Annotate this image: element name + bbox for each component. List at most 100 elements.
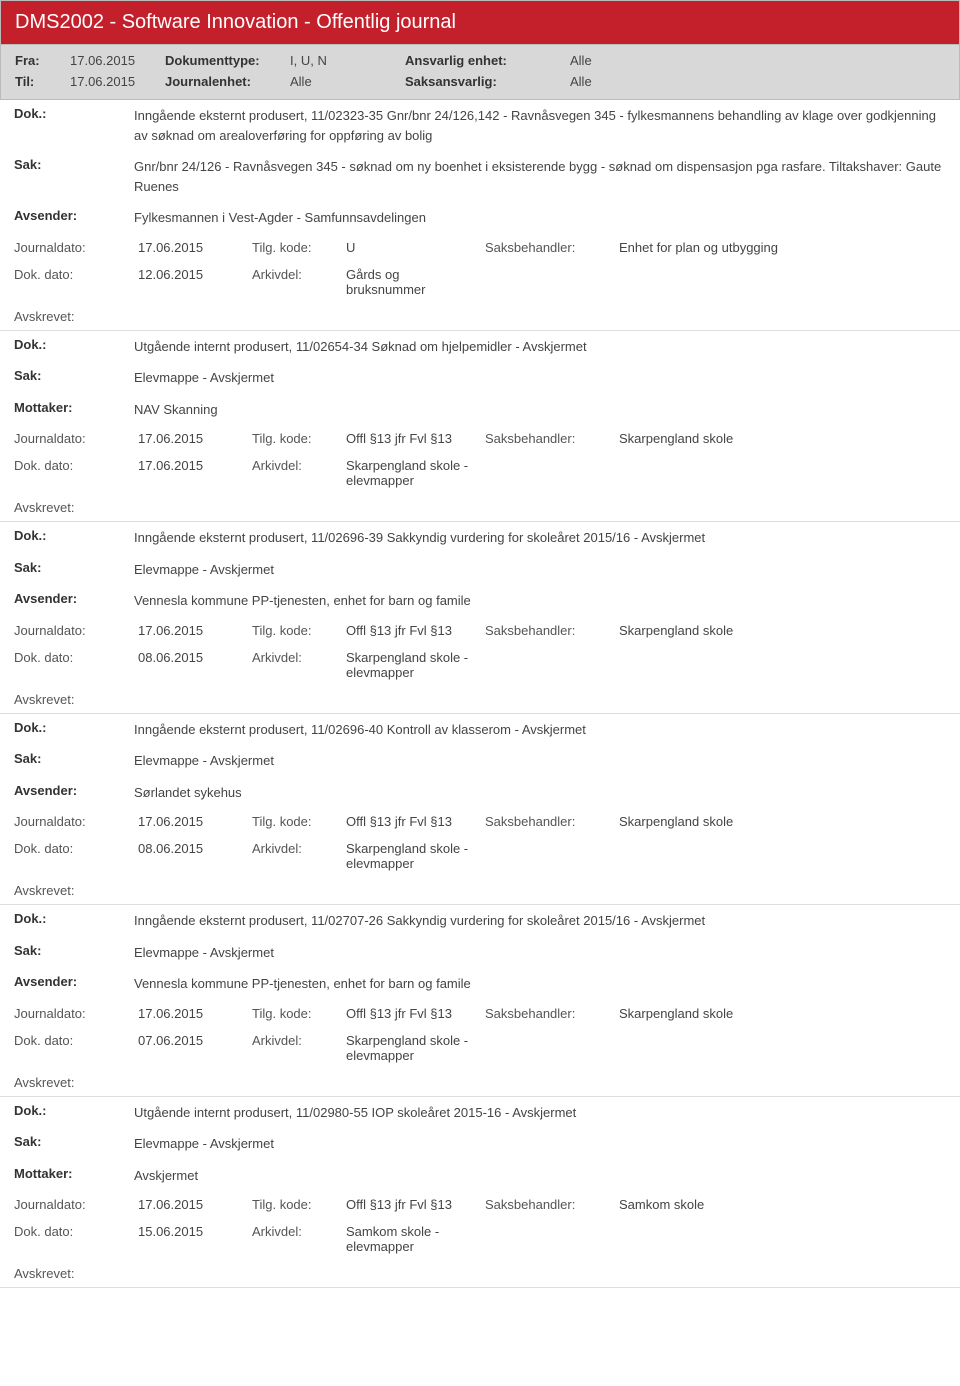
tilgkode-value: Offl §13 jfr Fvl §13 xyxy=(346,431,481,446)
dokdato-label: Dok. dato: xyxy=(14,841,134,856)
party-label: Mottaker: xyxy=(14,400,134,415)
filter-saksansvarlig-value: Alle xyxy=(570,74,700,89)
filter-journalenhet-label: Journalenhet: xyxy=(165,74,290,89)
sak-text: Elevmappe - Avskjermet xyxy=(134,943,946,963)
filter-ansvarlig-label: Ansvarlig enhet: xyxy=(405,53,570,68)
journaldato-value: 17.06.2015 xyxy=(138,814,248,829)
journaldato-label: Journaldato: xyxy=(14,623,134,638)
arkivdel-label: Arkivdel: xyxy=(252,458,342,473)
dokdato-value: 12.06.2015 xyxy=(138,267,248,282)
saksbehandler-label: Saksbehandler: xyxy=(485,240,615,255)
dokdato-value: 07.06.2015 xyxy=(138,1033,248,1048)
tilgkode-value: Offl §13 jfr Fvl §13 xyxy=(346,623,481,638)
party-text: NAV Skanning xyxy=(134,400,946,420)
saksbehandler-label: Saksbehandler: xyxy=(485,1197,615,1212)
journaldato-value: 17.06.2015 xyxy=(138,1197,248,1212)
dok-label: Dok.: xyxy=(14,720,134,735)
journal-entries: Dok.:Inngående eksternt produsert, 11/02… xyxy=(0,100,960,1288)
journaldato-label: Journaldato: xyxy=(14,814,134,829)
party-label: Mottaker: xyxy=(14,1166,134,1181)
saksbehandler-value: Samkom skole xyxy=(619,1197,946,1212)
filter-journalenhet-value: Alle xyxy=(290,74,405,89)
filter-til-value: 17.06.2015 xyxy=(70,74,165,89)
party-text: Vennesla kommune PP-tjenesten, enhet for… xyxy=(134,974,946,994)
dokdato-value: 17.06.2015 xyxy=(138,458,248,473)
dok-text: Inngående eksternt produsert, 11/02696-4… xyxy=(134,720,946,740)
tilgkode-label: Tilg. kode: xyxy=(252,1197,342,1212)
dokdato-label: Dok. dato: xyxy=(14,458,134,473)
sak-label: Sak: xyxy=(14,560,134,575)
sak-text: Elevmappe - Avskjermet xyxy=(134,560,946,580)
filter-til-label: Til: xyxy=(15,74,70,89)
dok-label: Dok.: xyxy=(14,337,134,352)
avskrevet-label: Avskrevet: xyxy=(0,1069,960,1096)
journal-entry: Dok.:Inngående eksternt produsert, 11/02… xyxy=(0,522,960,714)
avskrevet-label: Avskrevet: xyxy=(0,686,960,713)
sak-label: Sak: xyxy=(14,943,134,958)
dok-text: Utgående internt produsert, 11/02654-34 … xyxy=(134,337,946,357)
arkivdel-label: Arkivdel: xyxy=(252,1224,342,1239)
sak-text: Gnr/bnr 24/126 - Ravnåsvegen 345 - søkna… xyxy=(134,157,946,196)
saksbehandler-value: Skarpengland skole xyxy=(619,814,946,829)
arkivdel-label: Arkivdel: xyxy=(252,841,342,856)
tilgkode-value: Offl §13 jfr Fvl §13 xyxy=(346,1006,481,1021)
journaldato-label: Journaldato: xyxy=(14,240,134,255)
journal-entry: Dok.:Inngående eksternt produsert, 11/02… xyxy=(0,100,960,331)
dok-text: Inngående eksternt produsert, 11/02707-2… xyxy=(134,911,946,931)
arkivdel-value: Samkom skole - elevmapper xyxy=(346,1224,481,1254)
avskrevet-label: Avskrevet: xyxy=(0,303,960,330)
filter-saksansvarlig-label: Saksansvarlig: xyxy=(405,74,570,89)
journal-entry: Dok.:Utgående internt produsert, 11/0298… xyxy=(0,1097,960,1289)
tilgkode-label: Tilg. kode: xyxy=(252,431,342,446)
filter-bar: Fra: 17.06.2015 Dokumenttype: I, U, N An… xyxy=(0,45,960,100)
tilgkode-value: Offl §13 jfr Fvl §13 xyxy=(346,1197,481,1212)
saksbehandler-label: Saksbehandler: xyxy=(485,623,615,638)
filter-ansvarlig-value: Alle xyxy=(570,53,700,68)
journal-entry: Dok.:Utgående internt produsert, 11/0265… xyxy=(0,331,960,523)
arkivdel-value: Skarpengland skole - elevmapper xyxy=(346,841,481,871)
tilgkode-label: Tilg. kode: xyxy=(252,1006,342,1021)
journaldato-value: 17.06.2015 xyxy=(138,1006,248,1021)
sak-label: Sak: xyxy=(14,157,134,172)
arkivdel-label: Arkivdel: xyxy=(252,650,342,665)
party-text: Fylkesmannen i Vest-Agder - Samfunnsavde… xyxy=(134,208,946,228)
saksbehandler-value: Enhet for plan og utbygging xyxy=(619,240,946,255)
tilgkode-value: Offl §13 jfr Fvl §13 xyxy=(346,814,481,829)
sak-text: Elevmappe - Avskjermet xyxy=(134,1134,946,1154)
party-text: Sørlandet sykehus xyxy=(134,783,946,803)
party-label: Avsender: xyxy=(14,783,134,798)
avskrevet-label: Avskrevet: xyxy=(0,1260,960,1287)
party-label: Avsender: xyxy=(14,208,134,223)
filter-doktype-label: Dokumenttype: xyxy=(165,53,290,68)
party-text: Avskjermet xyxy=(134,1166,946,1186)
journal-entry: Dok.:Inngående eksternt produsert, 11/02… xyxy=(0,714,960,906)
app-title: DMS2002 - Software Innovation - Offentli… xyxy=(15,11,456,33)
dok-label: Dok.: xyxy=(14,528,134,543)
sak-label: Sak: xyxy=(14,1134,134,1149)
dokdato-label: Dok. dato: xyxy=(14,650,134,665)
party-label: Avsender: xyxy=(14,974,134,989)
tilgkode-label: Tilg. kode: xyxy=(252,623,342,638)
avskrevet-label: Avskrevet: xyxy=(0,877,960,904)
filter-fra-value: 17.06.2015 xyxy=(70,53,165,68)
tilgkode-label: Tilg. kode: xyxy=(252,240,342,255)
arkivdel-label: Arkivdel: xyxy=(252,1033,342,1048)
saksbehandler-label: Saksbehandler: xyxy=(485,1006,615,1021)
tilgkode-value: U xyxy=(346,240,481,255)
tilgkode-label: Tilg. kode: xyxy=(252,814,342,829)
dok-text: Inngående eksternt produsert, 11/02323-3… xyxy=(134,106,946,145)
journaldato-label: Journaldato: xyxy=(14,1006,134,1021)
arkivdel-value: Skarpengland skole - elevmapper xyxy=(346,458,481,488)
dokdato-value: 15.06.2015 xyxy=(138,1224,248,1239)
dok-text: Inngående eksternt produsert, 11/02696-3… xyxy=(134,528,946,548)
arkivdel-label: Arkivdel: xyxy=(252,267,342,282)
dokdato-value: 08.06.2015 xyxy=(138,841,248,856)
saksbehandler-value: Skarpengland skole xyxy=(619,1006,946,1021)
party-label: Avsender: xyxy=(14,591,134,606)
journaldato-value: 17.06.2015 xyxy=(138,623,248,638)
party-text: Vennesla kommune PP-tjenesten, enhet for… xyxy=(134,591,946,611)
dok-text: Utgående internt produsert, 11/02980-55 … xyxy=(134,1103,946,1123)
arkivdel-value: Skarpengland skole - elevmapper xyxy=(346,1033,481,1063)
sak-label: Sak: xyxy=(14,368,134,383)
journaldato-label: Journaldato: xyxy=(14,1197,134,1212)
